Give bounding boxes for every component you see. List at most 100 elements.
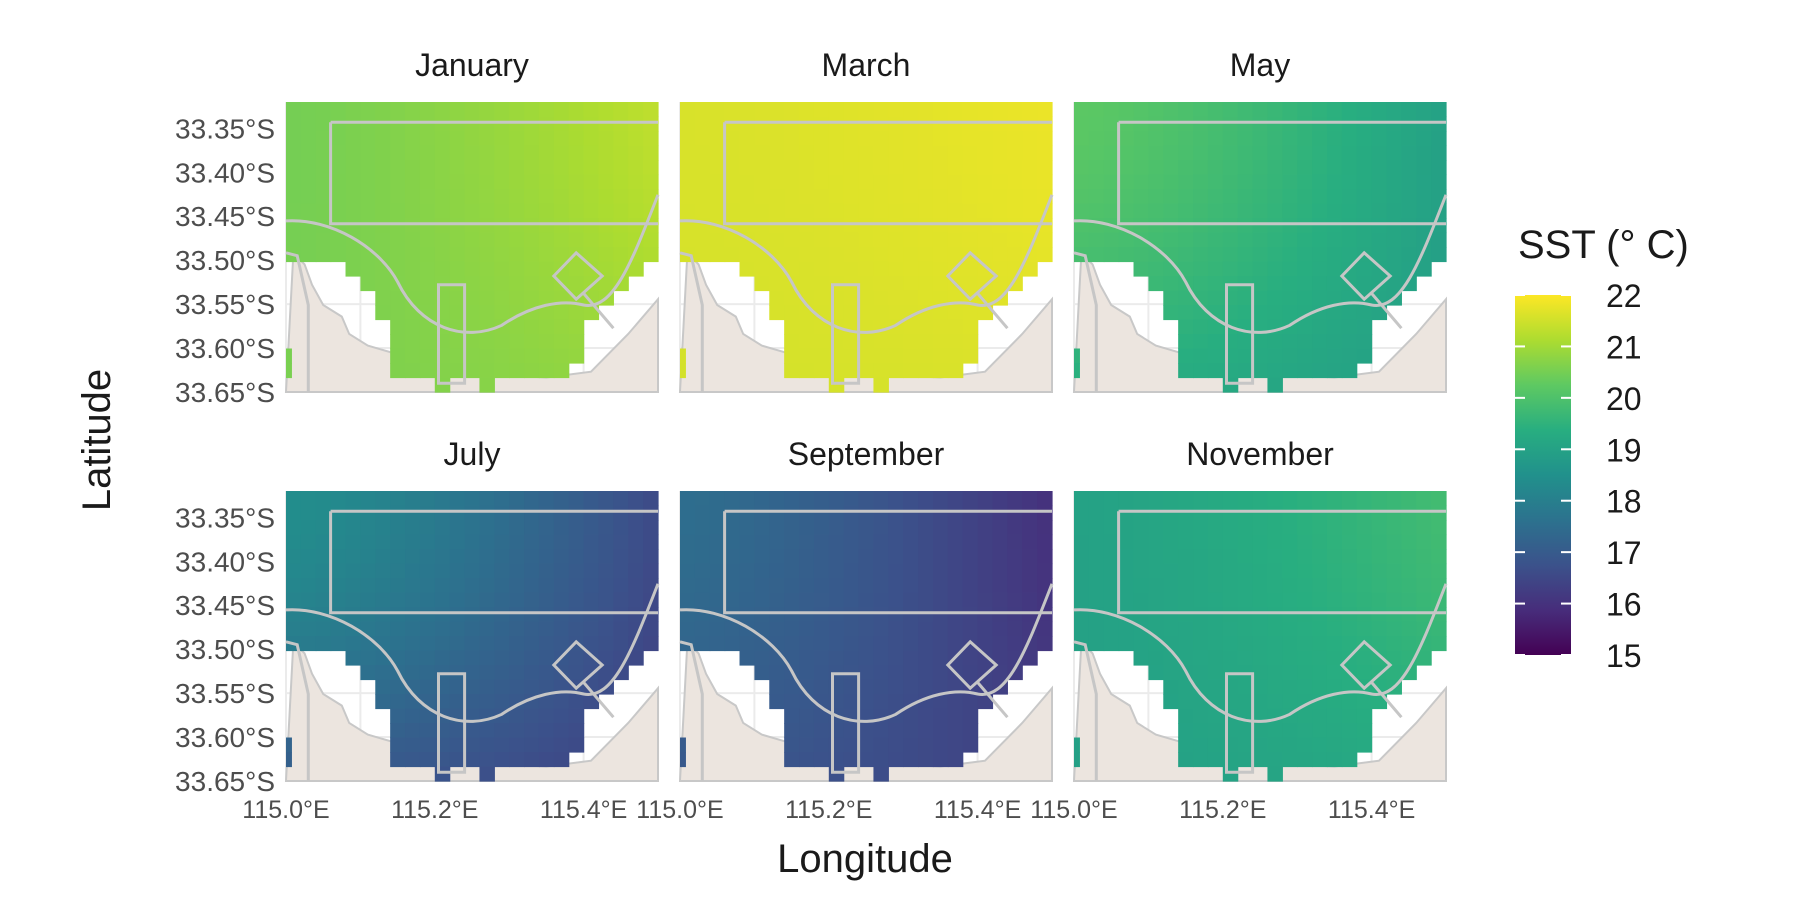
- sst-cell: [918, 145, 934, 161]
- sst-cell: [1178, 232, 1194, 248]
- sst-cell: [405, 174, 421, 190]
- sst-cell: [918, 218, 934, 234]
- sst-cell: [360, 203, 376, 219]
- sst-cell: [903, 592, 919, 608]
- sst-cell: [1401, 218, 1417, 234]
- sst-cell: [680, 102, 696, 118]
- sst-cell: [1312, 116, 1328, 132]
- sst-cell: [583, 491, 600, 507]
- sst-cell: [962, 102, 979, 118]
- sst-cell: [315, 174, 332, 190]
- sst-cell: [903, 621, 919, 637]
- sst-cell: [888, 160, 904, 176]
- sst-cell: [992, 131, 1008, 147]
- sst-cell: [1178, 348, 1194, 364]
- sst-cell: [479, 665, 495, 681]
- sst-cell: [479, 145, 495, 161]
- sst-cell: [1267, 334, 1283, 350]
- sst-cell: [286, 578, 302, 594]
- sst-cell: [977, 505, 994, 521]
- sst-cell: [538, 534, 555, 550]
- sst-cell: [932, 276, 949, 292]
- sst-cell: [345, 563, 361, 579]
- sst-cell: [784, 621, 800, 637]
- sst-cell: [598, 520, 614, 536]
- sst-cell: [947, 563, 964, 579]
- sst-cell: [724, 549, 741, 565]
- sst-cell: [538, 549, 555, 565]
- colorbar-tick-label: 19: [1606, 432, 1642, 468]
- sst-cell: [1312, 578, 1328, 594]
- zone-outlines: [1073, 120, 1448, 392]
- sst-cell: [434, 131, 451, 147]
- sst-cell: [918, 650, 934, 666]
- sst-cell: [345, 592, 361, 608]
- sst-cell: [360, 665, 376, 681]
- sst-cell: [1356, 592, 1373, 608]
- sst-cell: [1022, 116, 1038, 132]
- sst-cell: [903, 305, 919, 321]
- sst-cell: [286, 116, 302, 132]
- sst-cell: [843, 247, 860, 263]
- sst-cell: [1416, 145, 1432, 161]
- sst-cell: [754, 276, 770, 292]
- sst-cell: [1118, 592, 1135, 608]
- diamond-zone-outline: [1339, 250, 1403, 330]
- sst-cell: [1326, 319, 1343, 335]
- sst-cell: [583, 247, 600, 263]
- sst-cell: [903, 723, 919, 739]
- sst-cell: [784, 592, 800, 608]
- sst-cell: [613, 491, 629, 507]
- sst-cell: [977, 290, 994, 306]
- sst-cell: [524, 549, 540, 565]
- sst-cell: [918, 534, 934, 550]
- sst-cell: [1193, 276, 1209, 292]
- sst-cell: [434, 174, 451, 190]
- sst-cell: [918, 334, 934, 350]
- sst-cell: [1222, 131, 1239, 147]
- sst-cell: [709, 636, 726, 652]
- sst-cell: [643, 505, 659, 521]
- sst-cell: [1163, 534, 1179, 550]
- sst-cell: [300, 563, 317, 579]
- sst-cell: [1312, 665, 1328, 681]
- sst-cell: [1133, 218, 1149, 234]
- sst-cell: [1118, 491, 1135, 507]
- sst-cell: [479, 723, 495, 739]
- sst-cell: [538, 665, 555, 681]
- sst-cell: [932, 723, 949, 739]
- sst-cell: [903, 549, 919, 565]
- sst-cell: [405, 247, 421, 263]
- sst-cell: [1193, 607, 1209, 623]
- sst-cell: [932, 131, 949, 147]
- sst-cell: [843, 305, 860, 321]
- sst-cell: [538, 708, 555, 724]
- sst-cell: [464, 203, 481, 219]
- sst-cell: [903, 708, 919, 724]
- sst-cell: [345, 145, 361, 161]
- sst-cell: [583, 131, 600, 147]
- sst-cell: [918, 276, 934, 292]
- sst-cell: [553, 160, 570, 176]
- sst-cell: [1178, 534, 1194, 550]
- sst-cell: [568, 708, 585, 724]
- sst-cell: [494, 348, 510, 364]
- sst-cell: [739, 549, 755, 565]
- sst-cell: [992, 592, 1008, 608]
- sst-cell: [628, 563, 644, 579]
- sst-cell: [1356, 607, 1373, 623]
- sst-cell: [1431, 232, 1447, 248]
- sst-cell: [858, 261, 875, 277]
- sst-cell: [709, 549, 726, 565]
- sst-cell: [375, 563, 391, 579]
- sst-cell: [479, 650, 495, 666]
- sst-cell: [434, 563, 451, 579]
- sst-cell: [553, 534, 570, 550]
- sst-cell: [1341, 505, 1358, 521]
- sst-cell: [828, 534, 845, 550]
- sst-cell: [962, 348, 979, 364]
- sst-cell: [903, 679, 919, 695]
- sst-cell: [784, 650, 800, 666]
- sst-cell: [643, 563, 659, 579]
- sst-cell: [1252, 203, 1269, 219]
